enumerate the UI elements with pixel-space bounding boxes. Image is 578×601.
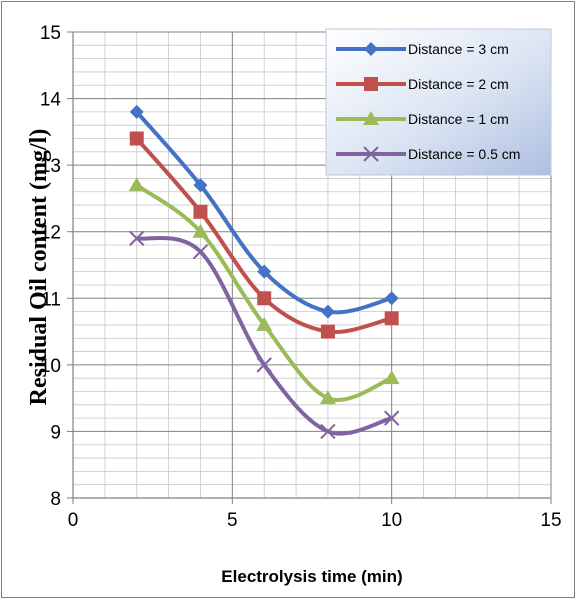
- legend-label: Distance = 0.5 cm: [408, 146, 520, 162]
- legend-swatch-marker: [364, 77, 378, 91]
- x-axis-label: Electrolysis time (min): [221, 567, 402, 586]
- x-marker-stroke: [320, 423, 336, 440]
- x-tick-label: 15: [540, 510, 561, 531]
- data-point-series-1: [384, 291, 399, 306]
- data-point-series-2: [193, 204, 208, 219]
- x-tick-label: 10: [381, 510, 402, 531]
- data-point-series-2: [384, 311, 399, 326]
- legend-label: Distance = 3 cm: [408, 41, 509, 57]
- data-point-series-2: [320, 324, 335, 339]
- legend: Distance = 3 cm Distance = 2 cm Distance =…: [325, 28, 552, 176]
- x-marker-stroke: [129, 230, 145, 247]
- data-point-series-4: [192, 243, 209, 260]
- data-point-series-4: [256, 357, 272, 373]
- y-axis-label: Residual Oil content (mg/l): [26, 129, 52, 406]
- axes: 0 5 10 15 8 9 10 11 12 13 14 15: [40, 23, 562, 531]
- x-marker-stroke: [256, 357, 272, 373]
- data-point-series-4: [129, 230, 145, 247]
- data-point-series-1: [129, 104, 144, 119]
- data-point-series-2: [129, 131, 144, 146]
- legend-swatch-marker: [363, 111, 379, 125]
- y-tick-label: 15: [40, 23, 61, 44]
- data-point-series-1: [320, 304, 335, 319]
- data-point-series-3: [256, 316, 273, 331]
- data-point-series-1: [257, 264, 272, 279]
- y-tick-label: 9: [50, 422, 61, 443]
- legend-label: Distance = 2 cm: [408, 76, 509, 92]
- series-group: [128, 104, 400, 440]
- y-tick-label: 11: [41, 289, 61, 310]
- legend-label: Distance = 1 cm: [408, 111, 509, 127]
- data-point-series-2: [257, 291, 272, 306]
- y-tick-label: 8: [50, 489, 61, 510]
- y-tick-label: 10: [40, 356, 61, 377]
- data-point-series-4: [320, 423, 336, 440]
- data-point-series-3: [192, 223, 209, 238]
- data-point-series-3: [319, 390, 336, 405]
- data-point-series-1: [193, 178, 208, 193]
- y-tick-label: 12: [40, 223, 61, 244]
- y-tick-label: 14: [40, 90, 62, 111]
- x-marker-stroke: [383, 410, 400, 426]
- y-tick-label: 13: [40, 156, 61, 177]
- legend-swatch-marker: [364, 42, 378, 56]
- data-point-series-4: [383, 410, 400, 426]
- legend-box: [325, 28, 552, 176]
- x-marker-stroke: [192, 243, 209, 260]
- x-tick-label: 0: [68, 510, 79, 531]
- data-point-series-3: [383, 370, 400, 385]
- x-marker-stroke: [363, 146, 379, 162]
- legend-swatch-marker: [363, 146, 379, 162]
- x-tick-label: 5: [227, 510, 238, 531]
- data-point-series-3: [128, 177, 145, 192]
